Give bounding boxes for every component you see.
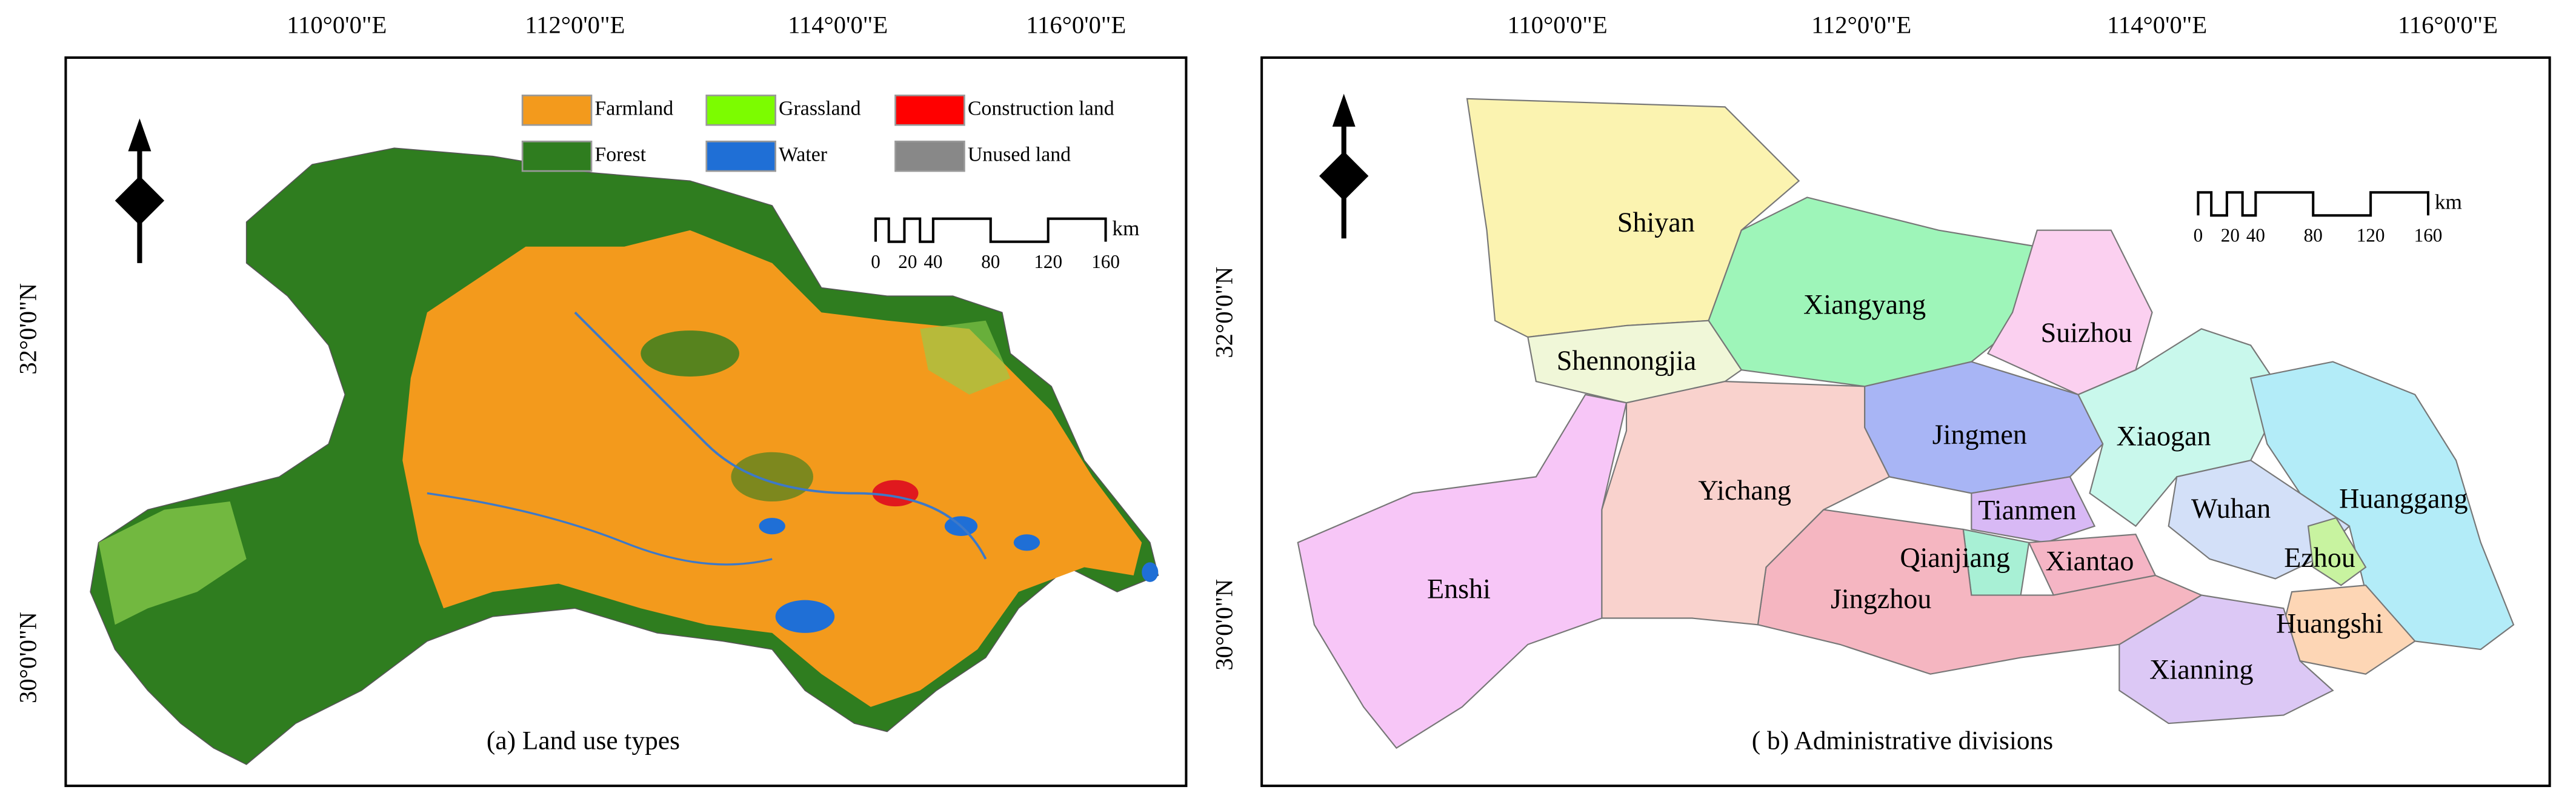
lat-label: 32°0'0"N <box>1210 267 1237 358</box>
scale-label: 40 <box>2246 225 2265 246</box>
scale-label: 120 <box>1034 251 1062 272</box>
region-label: Ezhou <box>2284 542 2355 573</box>
scale-label: 20 <box>2221 225 2240 246</box>
scale-bar <box>2197 191 2430 217</box>
region-label: Suizhou <box>2041 317 2132 348</box>
lon-label: 110°0'0"E <box>287 11 387 38</box>
scale-label: 160 <box>1091 251 1120 272</box>
legend-label: Grassland <box>779 98 861 120</box>
scale-label: 40 <box>924 251 942 272</box>
scale-label: 80 <box>2304 225 2323 246</box>
caption: ( b) Administrative divisions <box>1752 726 2053 755</box>
scale-label: 0 <box>871 251 880 272</box>
scale-label: 0 <box>2194 225 2203 246</box>
legend-swatch <box>521 95 593 126</box>
caption: (a) Land use types <box>487 726 680 755</box>
region-label: Wuhan <box>2191 493 2271 524</box>
admin-regions <box>1297 98 2515 749</box>
north-label: N <box>130 186 150 215</box>
scale-label: 20 <box>898 251 917 272</box>
land-use-map <box>90 147 1159 765</box>
legend-swatches <box>521 95 965 172</box>
north-arrow-diamond <box>1319 151 1369 201</box>
region <box>1297 394 1628 749</box>
region <box>1971 476 2096 543</box>
north-arrow-head <box>1332 93 1356 127</box>
region-label: Tianmen <box>1978 495 2076 526</box>
region <box>1527 320 1743 404</box>
scale-unit: km <box>2435 190 2462 213</box>
lon-label: 114°0'0"E <box>2107 11 2207 38</box>
region-label: Shennongjia <box>1557 345 1696 376</box>
lat-label: 32°0'0"N <box>15 283 42 375</box>
lat-label: 30°0'0"N <box>15 612 42 703</box>
north-label: N <box>1334 161 1354 190</box>
lon-label: 110°0'0"E <box>1508 11 1608 38</box>
region-label: Xianning <box>2149 654 2254 685</box>
region-label: Enshi <box>1427 574 1491 605</box>
scale-label: 120 <box>2357 225 2385 246</box>
scale-unit: km <box>1112 216 1139 240</box>
legend-label: Water <box>779 143 827 166</box>
region-label: Shiyan <box>1617 207 1695 238</box>
legend-label: Unused land <box>968 143 1071 166</box>
legend-swatch <box>521 140 593 172</box>
region <box>2118 594 2334 725</box>
region-label: Huangshi <box>2276 608 2383 639</box>
region-label: Xiaogan <box>2116 421 2211 452</box>
north-arrow-head <box>128 118 151 152</box>
lon-label: 112°0'0"E <box>1811 11 1911 38</box>
lon-label: 116°0'0"E <box>2398 11 2498 38</box>
lon-label: 112°0'0"E <box>525 11 625 38</box>
scale-label: 80 <box>981 251 1000 272</box>
region-label: Qianjiang <box>1900 542 2010 573</box>
region <box>2307 517 2367 586</box>
region-label: Jingmen <box>1932 419 2027 450</box>
legend-label: Forest <box>594 143 646 166</box>
lon-label: 116°0'0"E <box>1026 11 1126 38</box>
legend-swatch <box>705 140 776 172</box>
lat-label: 30°0'0"N <box>1210 579 1237 671</box>
legend-swatch <box>705 95 776 126</box>
region-label: Xiangyang <box>1803 289 1926 320</box>
lon-label: 114°0'0"E <box>788 11 888 38</box>
region-label: Jingzhou <box>1831 583 1931 614</box>
scale-bar <box>874 217 1107 243</box>
legend-label: Farmland <box>594 98 673 120</box>
region-label: Yichang <box>1698 475 1791 506</box>
legend-swatch <box>894 140 965 172</box>
scale-label: 160 <box>2414 225 2443 246</box>
legend-swatch <box>894 95 965 126</box>
legend-label: Construction land <box>968 98 1114 120</box>
region-label: Huanggang <box>2339 483 2468 514</box>
region-label: Xiantao <box>2046 546 2134 577</box>
